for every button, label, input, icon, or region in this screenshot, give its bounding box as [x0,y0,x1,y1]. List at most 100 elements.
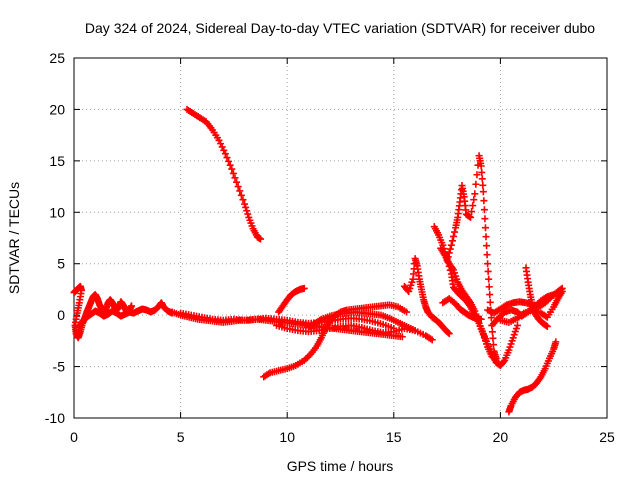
data-point [218,143,226,151]
data-point [543,322,551,330]
data-point [482,233,490,241]
data-point [484,260,492,268]
data-point [480,197,488,205]
data-point [470,196,478,204]
data-point [477,315,485,323]
data-point [300,284,308,292]
y-tick-label: 25 [49,50,65,66]
data-point [479,181,487,189]
data-point [443,257,451,265]
data-point [481,215,489,223]
data-point [478,175,486,183]
y-tick-label: 10 [49,204,65,220]
data-point [128,302,136,310]
data-point [228,165,236,173]
data-point [411,327,419,335]
data-point [480,206,488,214]
data-point [488,328,496,336]
data-point [233,178,241,186]
data-point [239,196,247,204]
data-point [225,157,233,165]
series-arc-rising-c [305,308,419,335]
grid-lines [74,58,607,418]
data-point [552,338,560,346]
series-arc-descending [183,105,265,243]
data-point [445,330,453,338]
data-point [472,180,480,188]
data-point [223,154,231,162]
data-point [234,183,242,191]
x-tick-label: 25 [599,429,615,445]
data-point [485,283,493,291]
data-point [500,358,508,366]
data-point [445,249,453,257]
data-point [489,341,497,349]
x-tick-label: 5 [177,429,185,445]
y-tick-label: 5 [57,256,65,272]
data-point [479,188,487,196]
data-point [471,190,479,198]
series-arc-afternoon-b [430,223,521,370]
data-point [468,208,476,216]
data-point [221,150,229,158]
data-point [231,174,239,182]
y-tick-label: 20 [49,101,65,117]
series-arc-early-low [74,299,176,331]
y-tick-label: -10 [45,410,65,426]
series-arc-spike [443,152,500,362]
data-point [242,203,250,211]
data-point [478,168,486,176]
data-marks [70,105,566,416]
data-point [257,235,265,243]
data-point [448,237,456,245]
x-tick-label: 20 [493,429,509,445]
data-point [489,334,497,342]
x-tick-label: 15 [386,429,402,445]
series-arc-late-d [522,264,551,330]
axis-ticks [73,57,608,419]
data-point [481,224,489,232]
series-arc-late-c [496,287,566,326]
data-point [492,354,500,362]
x-tick-label: 0 [70,429,78,445]
plot-frame [73,57,608,419]
x-axis-label: GPS time / hours [287,458,394,474]
series-arc-afternoon-a [400,255,453,338]
data-point [444,329,452,337]
data-point [513,321,521,329]
y-axis-label: SDTVAR / TECUs [6,182,22,294]
data-point [451,228,459,236]
axis-tick-labels: 0 5 10 15 20 25 -10 -5 0 5 10 15 20 25 [45,50,615,445]
series-arc-rising-a [260,301,411,381]
series-arc-afternoon-d [439,295,485,323]
series-arc-rising-b [275,284,308,316]
data-point [403,308,411,316]
x-tick-label: 10 [279,429,295,445]
data-point [428,336,436,344]
y-tick-label: -5 [53,359,66,375]
y-tick-label: 0 [57,307,65,323]
chart-title: Day 324 of 2024, Sidereal Day-to-day VTE… [85,20,595,36]
y-tick-label: 15 [49,153,65,169]
data-point [473,171,481,179]
data-point [483,242,491,250]
data-point [236,187,244,195]
data-point [220,146,228,154]
data-point [237,191,245,199]
series-arc-midday-b [177,309,398,333]
data-point [444,253,452,261]
data-point [477,162,485,170]
data-point [486,291,494,299]
data-point [244,210,252,218]
data-point [469,202,477,210]
data-point [241,200,249,208]
data-point [226,161,234,169]
data-point [483,251,491,259]
data-point [398,333,406,341]
data-point [229,169,237,177]
data-point [558,287,566,295]
data-point [487,314,495,322]
data-point [486,298,494,306]
